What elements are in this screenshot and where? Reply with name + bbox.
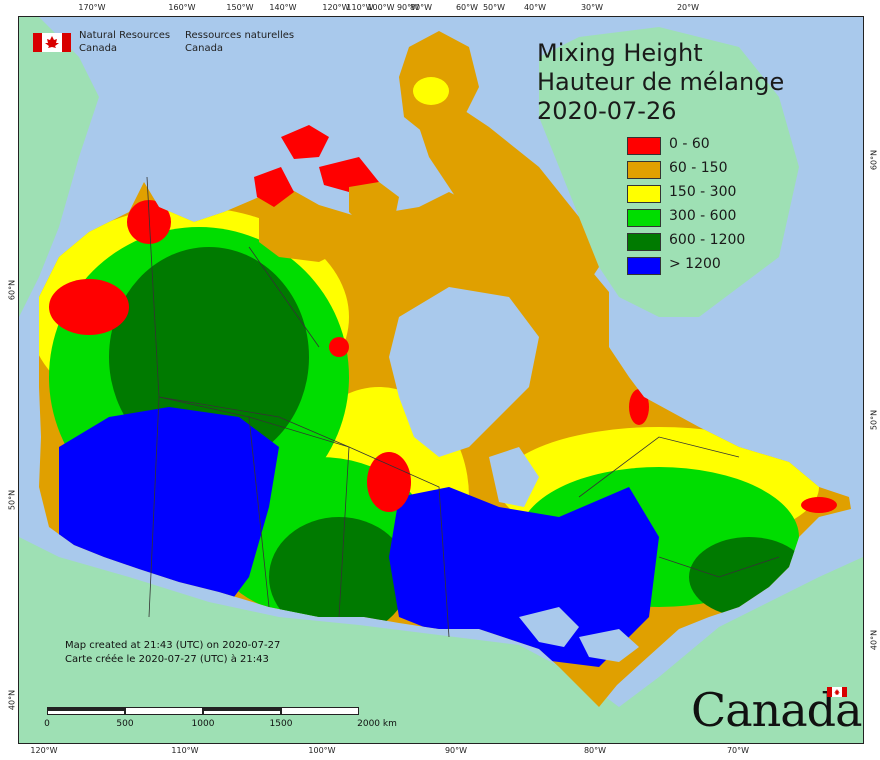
arctic-island-victoria <box>259 207 349 262</box>
tick-bottom: 100°W <box>308 746 336 755</box>
scale-bar: 0 500 1000 1500 2000 km <box>44 703 397 729</box>
agency-fr-line2: Canada <box>185 43 224 54</box>
tick-bottom: 70°W <box>726 746 750 755</box>
legend-swatch <box>627 137 661 155</box>
tick-left: 50°N <box>7 489 17 511</box>
tick-top: 90°W <box>396 3 420 12</box>
legend-label: > 1200 <box>669 256 721 272</box>
legend-swatch <box>627 185 661 203</box>
blue-region-ontario-quebec <box>389 487 659 667</box>
scale-segment <box>281 707 359 715</box>
provincial-borders <box>146 176 780 638</box>
wordmark-flag-icon <box>827 687 847 697</box>
scale-label: 1000 <box>191 719 215 729</box>
tick-top: 140°W <box>269 3 297 12</box>
map-title: Mixing Height Hauteur de mélange 2020-07… <box>537 39 784 126</box>
tick-top: 170°W <box>78 3 106 12</box>
arctic-red-islands <box>254 125 379 207</box>
canada-flag-icon <box>33 33 71 52</box>
created-fr: Carte créée le 2020-07-27 (UTC) à 21:43 <box>65 654 269 665</box>
tick-right: 40°N <box>869 629 879 651</box>
tick-top: 20°W <box>676 3 700 12</box>
tick-bottom: 90°W <box>444 746 468 755</box>
hudson-bay <box>389 287 539 457</box>
land-outside-south <box>19 537 863 743</box>
scale-segment-dark <box>47 707 125 711</box>
legend-swatch <box>627 257 661 275</box>
scale-segment <box>125 707 203 715</box>
legend-swatch <box>627 209 661 227</box>
title-fr: Hauteur de mélange <box>537 68 785 96</box>
legend-label: 0 - 60 <box>669 136 710 152</box>
tick-top: 110°W <box>346 3 374 12</box>
scale-segment-dark <box>203 707 281 711</box>
legend-label: 60 - 150 <box>669 160 728 176</box>
arctic-island-banks <box>349 182 399 227</box>
tick-left: 40°N <box>7 689 17 711</box>
scale-label: 500 <box>116 719 134 729</box>
agency-en-line1: Natural Resources <box>79 30 171 41</box>
tick-top: 60°W <box>455 3 479 12</box>
agency-en-line2: Canada <box>79 43 118 54</box>
james-bay <box>489 447 539 507</box>
great-lakes <box>519 607 639 662</box>
arctic-island-baffin <box>419 107 599 297</box>
tick-top: 150°W <box>226 3 254 12</box>
agency-name-en: Natural Resources Canada <box>79 29 170 55</box>
legend-label: 150 - 300 <box>669 184 737 200</box>
greenland <box>539 27 799 317</box>
tick-bottom: 80°W <box>583 746 607 755</box>
agency-fr-line1: Ressources naturelles <box>185 30 295 41</box>
tick-top: 100°W <box>367 3 395 12</box>
legend-swatch <box>627 233 661 251</box>
agency-name-fr: Ressources naturelles Canada <box>185 29 294 55</box>
tick-right: 60°N <box>869 149 879 171</box>
legend-swatch <box>627 161 661 179</box>
tick-top: 30°W <box>580 3 604 12</box>
tick-top: 50°W <box>482 3 506 12</box>
land-outside-west <box>19 17 99 317</box>
map-canvas <box>19 17 863 743</box>
tick-right: 50°N <box>869 409 879 431</box>
title-date: 2020-07-26 <box>537 97 677 125</box>
tick-top: 40°W <box>523 3 547 12</box>
legend-label: 600 - 1200 <box>669 232 746 248</box>
title-en: Mixing Height <box>537 39 703 67</box>
arctic-island-yellow <box>413 77 449 105</box>
map-created-note: Map created at 21:43 (UTC) on 2020-07-27… <box>65 639 280 667</box>
scale-label: 1500 <box>269 719 293 729</box>
scale-label: 0 <box>44 719 50 729</box>
canada-wordmark: Canada <box>691 683 863 737</box>
tick-left: 60°N <box>7 279 17 301</box>
legend-label: 300 - 600 <box>669 208 737 224</box>
tick-top: 80°W <box>409 3 433 12</box>
tick-top: 120°W <box>322 3 350 12</box>
scale-label: 2000 km <box>357 719 397 729</box>
tick-bottom: 120°W <box>30 746 58 755</box>
created-en: Map created at 21:43 (UTC) on 2020-07-27 <box>65 640 281 651</box>
tick-top: 160°W <box>168 3 196 12</box>
mixing-height-map: Natural Resources Canada Ressources natu… <box>18 16 864 744</box>
tick-bottom: 110°W <box>171 746 199 755</box>
